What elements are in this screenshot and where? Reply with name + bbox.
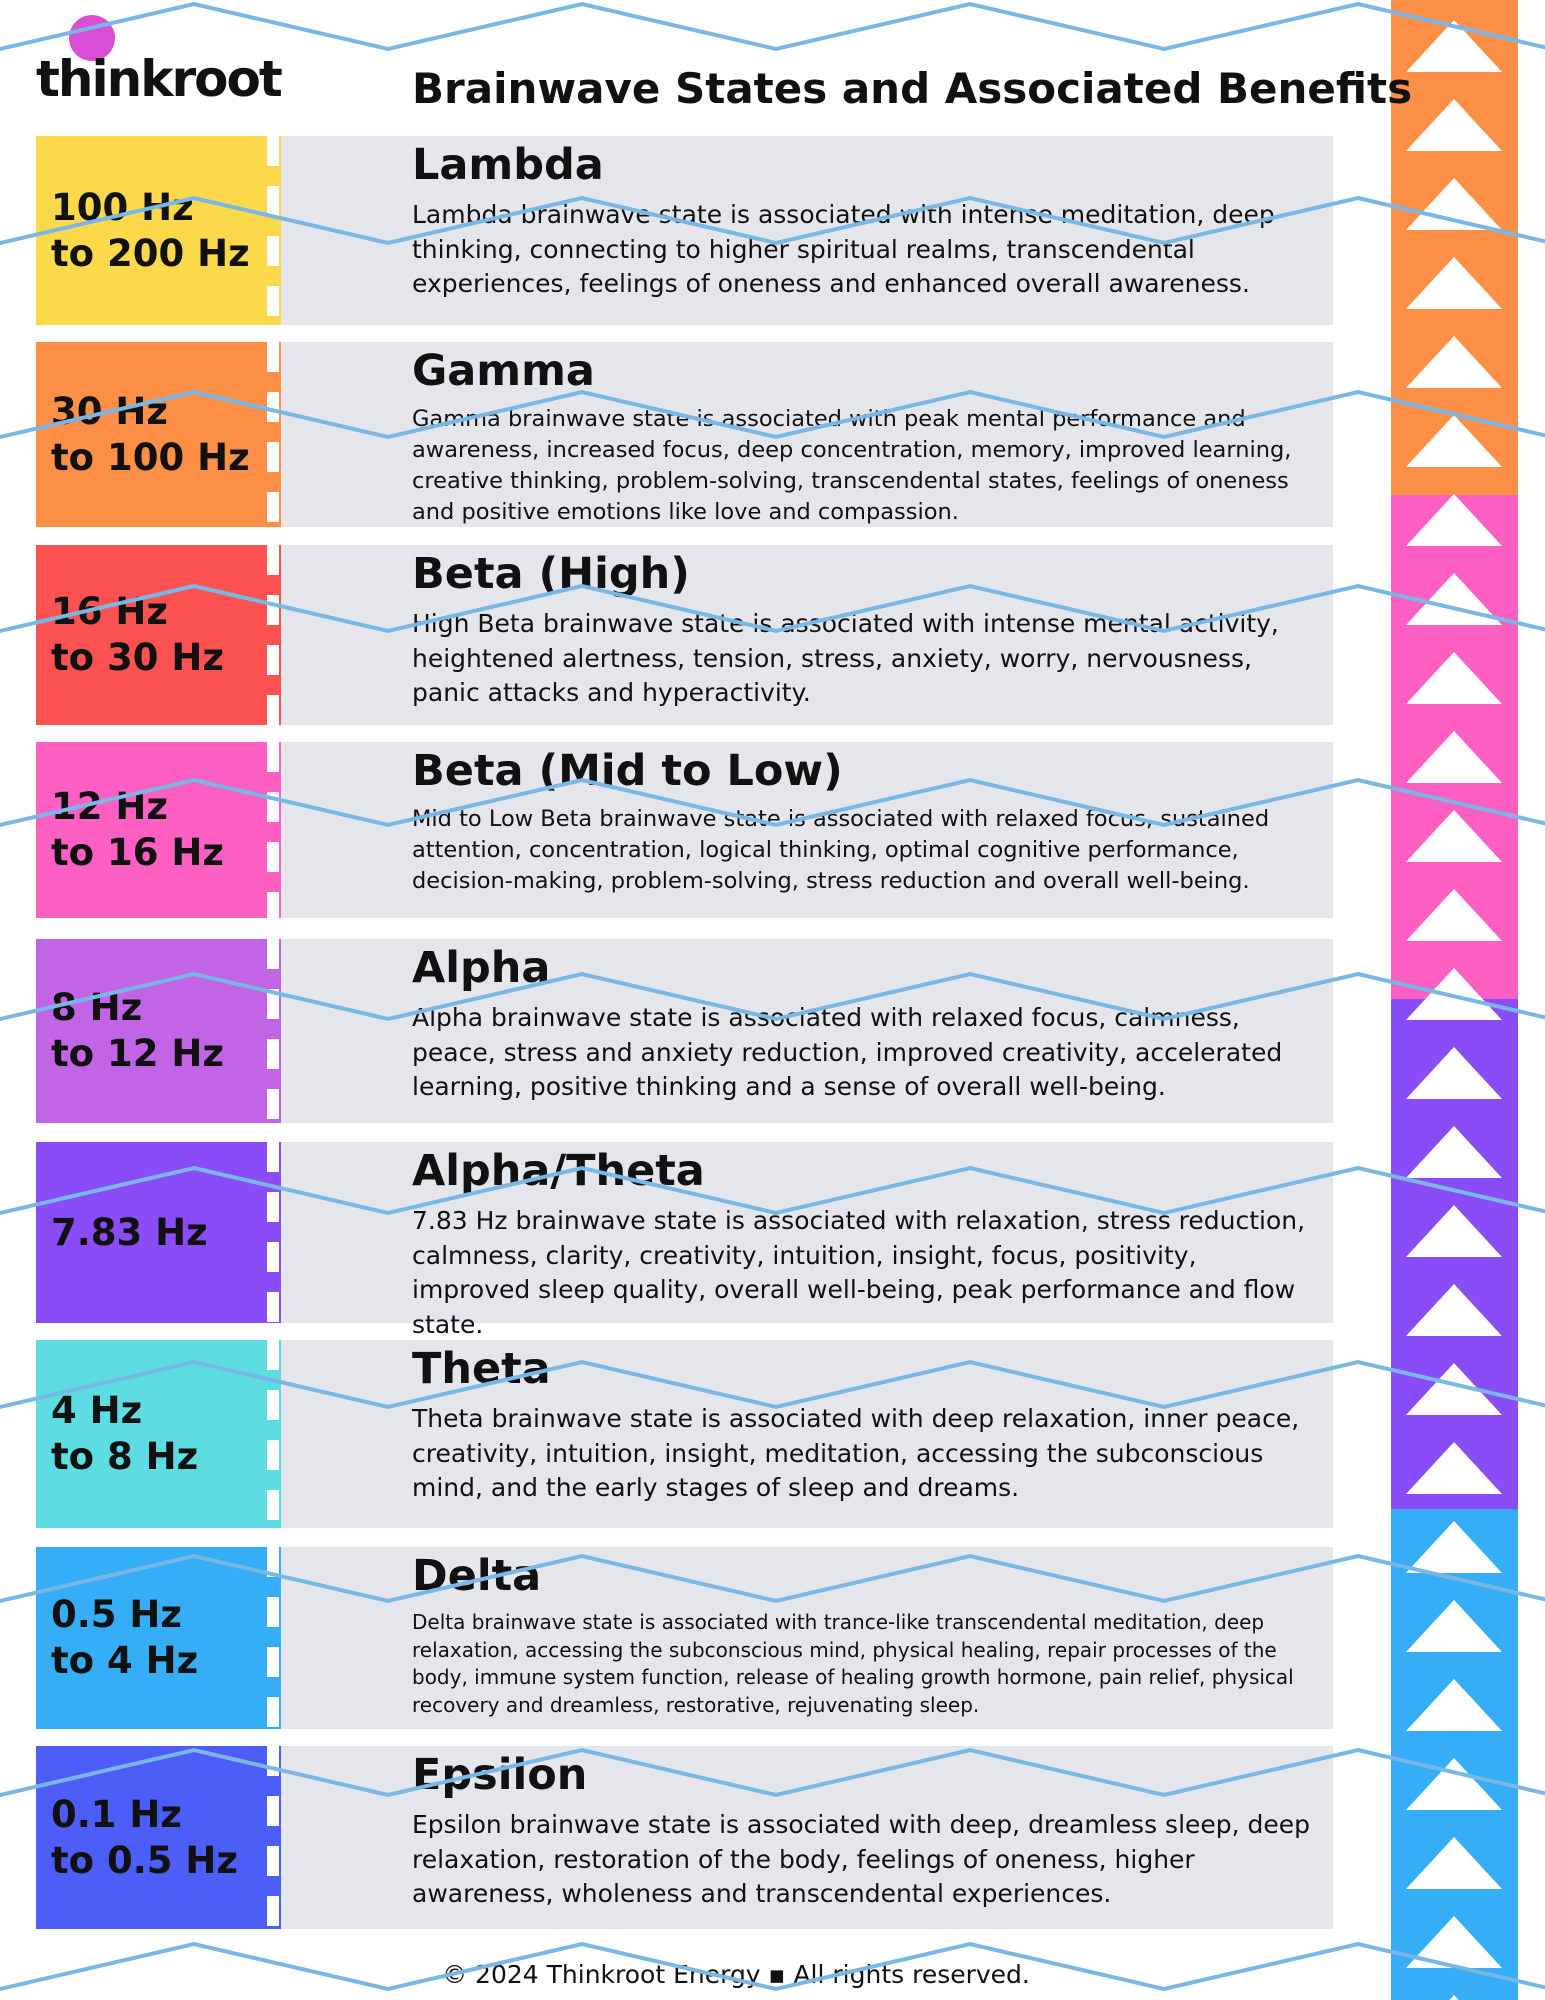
frequency-line: to 0.5 Hz — [51, 1838, 238, 1882]
frequency-line: to 100 Hz — [51, 435, 250, 479]
side-triangle — [1406, 810, 1502, 862]
logo: thinkroot — [36, 50, 283, 108]
row-panel — [281, 939, 1333, 1123]
frequency-line: 16 Hz — [51, 590, 168, 633]
frequency-block — [36, 742, 265, 918]
side-triangle — [1406, 1600, 1502, 1652]
frequency-line: to 4 Hz — [51, 1639, 199, 1682]
state-description: 7.83 Hz brainwave state is associated wi… — [412, 1206, 1306, 1339]
row-panel — [281, 742, 1333, 918]
side-triangle — [1406, 652, 1502, 704]
frequency-line: to 200 Hz — [51, 231, 250, 275]
frequency-line: to 16 Hz — [51, 831, 224, 874]
state-name: Theta — [412, 1344, 551, 1394]
frequency-line: 0.1 Hz — [51, 1792, 182, 1836]
frequency-label: 100 Hz to 200 Hz — [51, 185, 250, 277]
side-triangle — [1406, 99, 1502, 151]
frequency-line: 100 Hz — [51, 185, 194, 229]
frequency-line: 30 Hz — [51, 389, 168, 433]
side-triangle — [1406, 1837, 1502, 1889]
state-name: Beta (Mid to Low) — [412, 746, 843, 796]
state-description: High Beta brainwave state is associated … — [412, 609, 1279, 707]
frequency-block — [36, 545, 265, 725]
state-name: Gamma — [412, 346, 595, 396]
side-triangle — [1406, 257, 1502, 309]
side-triangle — [1406, 1205, 1502, 1257]
side-triangle — [1406, 415, 1502, 467]
side-triangle — [1406, 1284, 1502, 1336]
frequency-line: 8 Hz — [51, 986, 143, 1029]
side-triangle — [1449, 1995, 1459, 2000]
frequency-line: 4 Hz — [51, 1389, 143, 1432]
state-description: Epsilon brainwave state is associated wi… — [412, 1810, 1311, 1908]
frequency-label: 0.1 Hz to 0.5 Hz — [51, 1792, 238, 1884]
state-description: Mid to Low Beta brainwave state is assoc… — [412, 806, 1270, 895]
state-name: Delta — [412, 1551, 542, 1601]
frequency-line: 12 Hz — [51, 785, 168, 828]
state-name: Alpha — [412, 943, 551, 993]
side-triangle — [1406, 1126, 1502, 1178]
side-triangle — [1406, 889, 1502, 941]
frequency-label: 30 Hz to 100 Hz — [51, 389, 250, 481]
side-triangle — [1406, 731, 1502, 783]
side-triangle — [1406, 494, 1502, 546]
state-name: Epsilon — [412, 1750, 588, 1800]
side-triangle — [1406, 336, 1502, 388]
frequency-line: 7.83 Hz — [51, 1210, 208, 1254]
side-triangle — [1406, 1442, 1502, 1494]
frequency-label: 16 Hz to 30 Hz — [51, 589, 224, 681]
frequency-label: 12 Hz to 16 Hz — [51, 784, 224, 876]
frequency-line: to 30 Hz — [51, 636, 224, 679]
frequency-line: to 8 Hz — [51, 1435, 199, 1478]
row-panel — [281, 545, 1333, 725]
state-description: Alpha brainwave state is associated with… — [412, 1003, 1283, 1101]
frequency-label: 0.5 Hz to 4 Hz — [51, 1592, 198, 1684]
state-description: Gamma brainwave state is associated with… — [412, 406, 1292, 526]
footer: © 2024 Thinkroot Energy ▪ All rights res… — [442, 1960, 1030, 1989]
state-description: Delta brainwave state is associated with… — [412, 1610, 1294, 1717]
state-description: Lambda brainwave state is associated wit… — [412, 200, 1275, 298]
frequency-label: 4 Hz to 8 Hz — [51, 1388, 198, 1480]
state-name: Beta (High) — [412, 549, 690, 599]
side-triangle — [1406, 1047, 1502, 1099]
frequency-label: 7.83 Hz — [51, 1210, 208, 1256]
side-triangle — [1406, 1679, 1502, 1731]
frequency-line: 0.5 Hz — [51, 1593, 182, 1636]
frequency-label: 8 Hz to 12 Hz — [51, 985, 224, 1077]
state-description: Theta brainwave state is associated with… — [412, 1404, 1300, 1502]
state-name: Alpha/Theta — [412, 1146, 705, 1196]
title: Brainwave States and Associated Benefits — [412, 64, 1413, 113]
frequency-block — [36, 939, 265, 1123]
frequency-line: to 12 Hz — [51, 1032, 224, 1075]
state-name: Lambda — [412, 140, 604, 190]
